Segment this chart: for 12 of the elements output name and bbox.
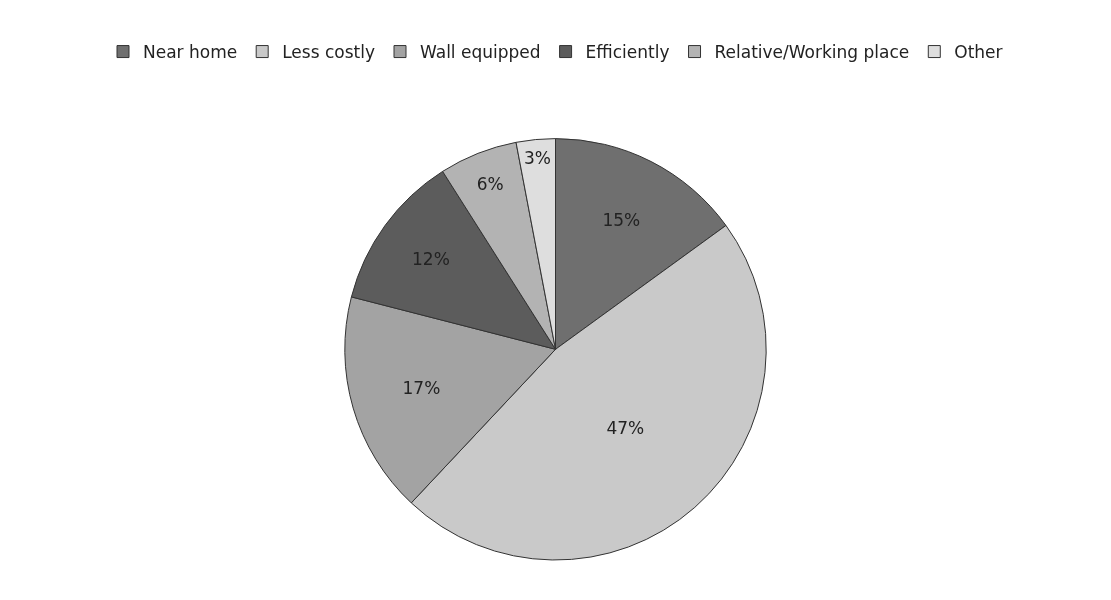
- legend-label: Less costly: [282, 42, 375, 63]
- legend-label: Other: [954, 42, 1003, 63]
- legend-label: Efficiently: [585, 42, 670, 63]
- data-label: 12%: [412, 248, 450, 269]
- legend-label: Relative/Working place: [714, 42, 910, 63]
- legend-label: Wall equipped: [420, 42, 541, 63]
- data-label: 47%: [606, 418, 645, 439]
- data-label: 6%: [476, 174, 504, 195]
- data-label: 15%: [602, 210, 641, 231]
- legend-label: Near home: [143, 42, 238, 63]
- data-label: 17%: [402, 378, 441, 399]
- data-label: 3%: [523, 147, 551, 168]
